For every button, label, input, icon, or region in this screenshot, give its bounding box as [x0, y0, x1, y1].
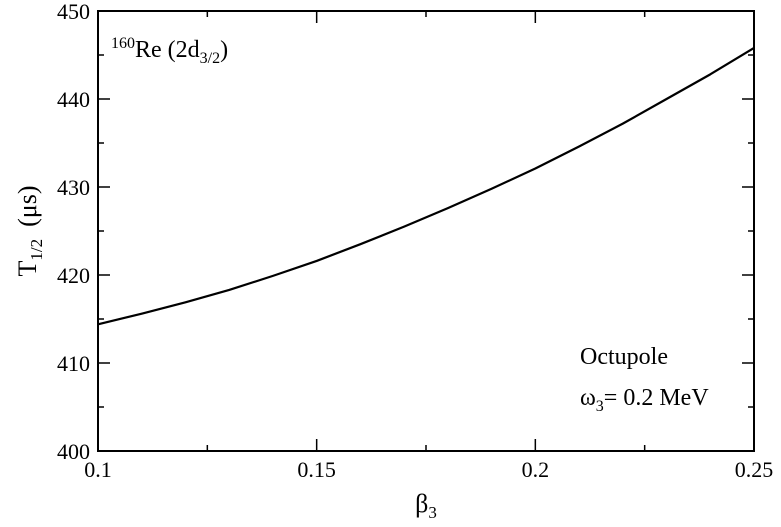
y-tick-label: 450 — [57, 0, 90, 24]
y-axis-label-sub: 1/2 — [27, 239, 46, 261]
nucleus-mass: 160 — [111, 35, 135, 52]
x-axis-label: β3 — [415, 489, 437, 522]
nucleus-element: Re — [135, 37, 162, 63]
series-group — [97, 47, 755, 326]
x-axis-label-sub: 3 — [428, 503, 437, 522]
x-tick-label: 0.15 — [297, 457, 336, 482]
nucleus-state: (2d — [162, 37, 200, 63]
series-line — [97, 47, 755, 326]
y-tick-label: 440 — [57, 87, 90, 112]
omega-value: = 0.2 MeV — [604, 385, 710, 411]
plot-frame — [97, 10, 755, 452]
nucleus-state-sub: 3/2 — [200, 50, 220, 67]
y-tick-label: 430 — [57, 175, 90, 200]
x-tick-label: 0.1 — [84, 457, 112, 482]
nucleus-annotation: 160Re (2d3/2) — [111, 35, 228, 67]
y-axis-label-main: T — [13, 261, 42, 277]
y-tick-label: 400 — [57, 439, 90, 464]
omega-sub: 3 — [596, 398, 604, 415]
x-tick-label: 0.2 — [522, 457, 550, 482]
tick-labels: 0.1 0.15 0.2 0.25 400 410 420 430 440 450 — [57, 0, 773, 482]
omega-annotation: ω3= 0.2 MeV — [580, 385, 709, 415]
x-axis-label-main: β — [415, 489, 428, 518]
y-axis-label: T1/2 (μs) — [13, 186, 46, 277]
nucleus-state-close: ) — [220, 37, 228, 63]
x-tick-label: 0.25 — [735, 457, 774, 482]
omega-symbol: ω — [580, 385, 596, 411]
mode-annotation: Octupole — [580, 344, 668, 370]
y-tick-label: 410 — [57, 351, 90, 376]
y-axis-label-unit: (μs) — [13, 186, 42, 227]
y-tick-label: 420 — [57, 263, 90, 288]
